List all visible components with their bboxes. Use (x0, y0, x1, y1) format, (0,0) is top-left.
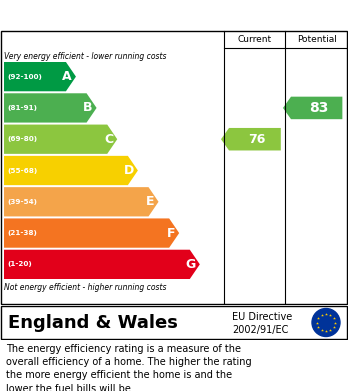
Circle shape (312, 308, 340, 337)
Text: D: D (124, 164, 134, 177)
Text: 2002/91/EC: 2002/91/EC (232, 325, 289, 334)
Text: Very energy efficient - lower running costs: Very energy efficient - lower running co… (4, 52, 166, 61)
Text: Not energy efficient - higher running costs: Not energy efficient - higher running co… (4, 283, 166, 292)
Text: B: B (83, 101, 93, 115)
Text: (21-38): (21-38) (7, 230, 37, 236)
Polygon shape (221, 128, 281, 151)
Text: 76: 76 (248, 133, 266, 146)
Text: Current: Current (238, 34, 272, 43)
Text: (69-80): (69-80) (7, 136, 37, 142)
Text: England & Wales: England & Wales (8, 314, 178, 332)
Polygon shape (4, 93, 97, 122)
Text: G: G (185, 258, 196, 271)
Text: (81-91): (81-91) (7, 105, 37, 111)
Text: E: E (146, 195, 155, 208)
Text: (39-54): (39-54) (7, 199, 37, 205)
Text: A: A (62, 70, 72, 83)
Text: C: C (104, 133, 113, 146)
Text: 83: 83 (309, 101, 329, 115)
Text: The energy efficiency rating is a measure of the
overall efficiency of a home. T: The energy efficiency rating is a measur… (6, 344, 252, 391)
Text: Energy Efficiency Rating: Energy Efficiency Rating (7, 7, 208, 23)
Polygon shape (4, 187, 159, 217)
Polygon shape (4, 219, 179, 248)
Text: (92-100): (92-100) (7, 74, 42, 80)
Polygon shape (283, 97, 342, 119)
Text: Potential: Potential (297, 34, 337, 43)
Polygon shape (4, 250, 200, 279)
Polygon shape (4, 156, 138, 185)
Polygon shape (4, 62, 76, 91)
Polygon shape (4, 125, 117, 154)
Text: F: F (167, 226, 175, 240)
Text: (1-20): (1-20) (7, 261, 32, 267)
Text: (55-68): (55-68) (7, 167, 37, 174)
Text: EU Directive: EU Directive (232, 312, 293, 322)
